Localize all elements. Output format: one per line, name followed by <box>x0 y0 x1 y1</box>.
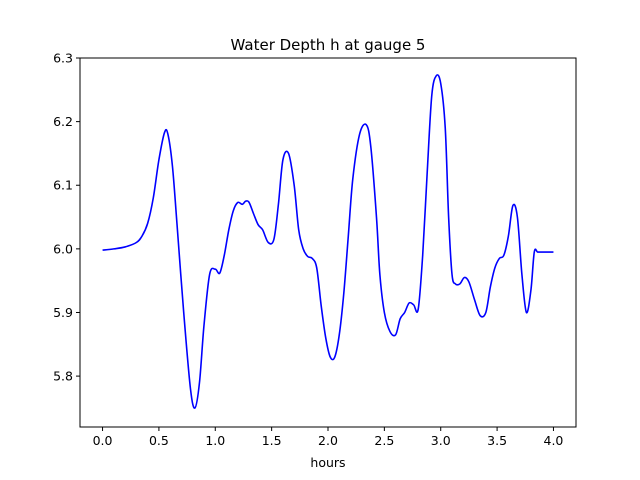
x-tick-label: 2.5 <box>374 433 394 448</box>
x-tick-label: 0.5 <box>149 433 169 448</box>
plot-area <box>102 74 554 409</box>
y-tick-label: 6.1 <box>53 178 73 193</box>
y-tick-label: 5.8 <box>53 369 73 384</box>
x-tick-label: 2.0 <box>318 433 338 448</box>
x-tick-label: 0.0 <box>93 433 113 448</box>
y-tick-label: 6.2 <box>53 114 73 129</box>
chart-title: Water Depth h at gauge 5 <box>231 36 426 54</box>
x-tick-label: 1.0 <box>205 433 225 448</box>
y-axis: 5.8 5.9 6.0 6.1 6.2 6.3 <box>53 51 80 384</box>
x-tick-label: 3.5 <box>487 433 507 448</box>
x-axis: 0.0 0.5 1.0 1.5 2.0 2.5 3.0 3.5 4.0 <box>93 427 564 448</box>
y-tick-label: 6.3 <box>53 51 73 66</box>
x-axis-label: hours <box>310 455 345 470</box>
series-line-0 <box>102 74 554 409</box>
plot-frame <box>79 57 577 428</box>
y-tick-label: 5.9 <box>53 305 73 320</box>
x-tick-label: 4.0 <box>544 433 564 448</box>
x-tick-label: 1.5 <box>262 433 282 448</box>
x-tick-label: 3.0 <box>431 433 451 448</box>
y-tick-label: 6.0 <box>53 241 73 256</box>
